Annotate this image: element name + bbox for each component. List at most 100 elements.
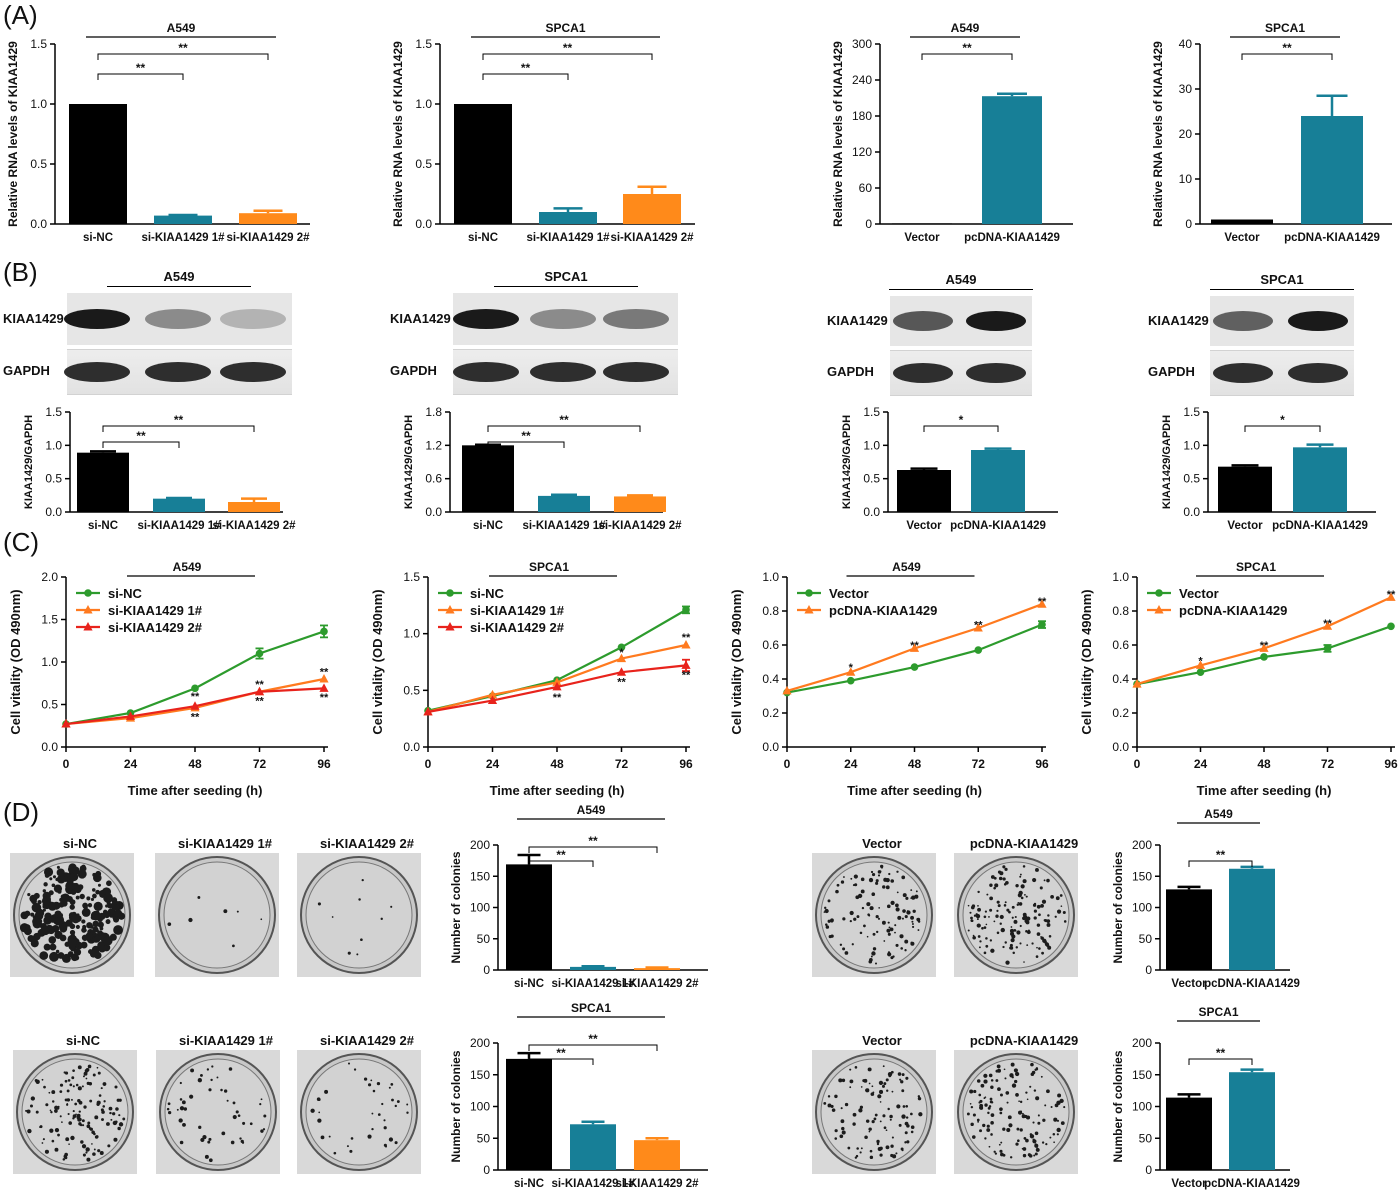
y-tick-label: 180 (852, 109, 872, 123)
data-point (1386, 592, 1396, 601)
colony (97, 1071, 101, 1075)
blot-gapdh-strip (890, 350, 1032, 396)
data-point (974, 646, 983, 654)
colony (353, 1068, 357, 1071)
colony (49, 877, 53, 881)
colony (67, 1079, 71, 1082)
significance-label: ** (553, 692, 562, 704)
colony (1063, 920, 1067, 923)
significance-bracket (528, 1044, 658, 1051)
colony (969, 911, 972, 914)
colony (904, 949, 907, 952)
data-point (125, 711, 136, 720)
y-axis-label: Cell vitality (OD 490nm) (729, 589, 744, 734)
colony (1000, 1152, 1004, 1157)
x-tick-label: Vector (1171, 1178, 1207, 1190)
x-tick-label: 72 (253, 757, 267, 771)
colony (31, 937, 38, 944)
colony (838, 1078, 843, 1083)
colony (1022, 1147, 1027, 1151)
colony (87, 903, 93, 908)
y-tick-label: 100 (470, 1100, 490, 1114)
colony (367, 1134, 372, 1139)
colony (844, 951, 849, 955)
colony (49, 1109, 52, 1112)
plate-well (962, 1058, 1070, 1166)
colony (869, 1155, 874, 1160)
colony (860, 1086, 863, 1088)
colony (49, 1128, 54, 1133)
colony (897, 1072, 902, 1076)
bar (634, 968, 680, 970)
colony (835, 889, 839, 894)
bar (623, 194, 681, 224)
y-tick-label: 0.0 (41, 740, 58, 754)
colony (1019, 1100, 1023, 1104)
y-tick-label: 0 (1185, 217, 1192, 231)
colony (92, 1073, 96, 1077)
colony (210, 1078, 213, 1082)
colony (1013, 1068, 1018, 1073)
colony (886, 904, 891, 909)
colony (383, 1119, 386, 1122)
colony (179, 1106, 185, 1111)
colony (236, 910, 239, 913)
colony (879, 1101, 882, 1103)
colony (52, 875, 57, 879)
colony (61, 1121, 63, 1123)
y-tick-label: 200 (470, 838, 490, 852)
colony (1004, 867, 1008, 871)
colony (1054, 915, 1057, 918)
colony (83, 1073, 86, 1076)
plate-label: si-KIAA1429 2# (320, 836, 414, 851)
significance-bracket (1188, 860, 1253, 867)
colony (979, 1129, 983, 1133)
y-tick-label: 100 (470, 901, 490, 915)
colony (888, 872, 891, 876)
colony (72, 1085, 75, 1088)
colony (890, 956, 894, 960)
colony (834, 1094, 838, 1099)
colony (87, 1064, 92, 1069)
colony (1035, 1096, 1040, 1101)
colony (1016, 1127, 1020, 1131)
x-axis-label: Time after seeding (h) (1197, 783, 1332, 798)
colony (1016, 930, 1021, 935)
blot-band (1288, 311, 1348, 331)
chart-title: A549 (577, 803, 606, 817)
colony (983, 915, 987, 919)
colony (987, 1111, 990, 1115)
colony (1000, 1141, 1003, 1144)
x-axis-label: Time after seeding (h) (128, 783, 263, 798)
colony (99, 926, 104, 931)
y-axis-label: KIAA1429/GAPDH (23, 415, 35, 509)
colony (1042, 1118, 1046, 1122)
colony (871, 951, 876, 956)
colony (863, 1078, 868, 1083)
y-tick-label: 1.0 (762, 570, 779, 584)
y-tick-label: 0.0 (762, 740, 779, 754)
colony (109, 1111, 112, 1115)
colony (103, 911, 111, 919)
colony (917, 1096, 922, 1101)
y-tick-label: 1.0 (30, 97, 47, 111)
y-tick-label: 1.2 (425, 438, 442, 452)
colony (1025, 1115, 1031, 1120)
x-tick-label: si-KIAA1429 2# (226, 232, 310, 244)
colony (860, 1147, 863, 1150)
colony (864, 1135, 868, 1140)
colony (977, 908, 980, 911)
x-tick-label: si-NC (514, 1178, 544, 1190)
colony (1030, 1062, 1034, 1067)
colony (57, 1105, 60, 1108)
colony (889, 1114, 893, 1119)
y-tick-label: 0.8 (1112, 604, 1129, 618)
colony (879, 1120, 882, 1123)
colony (78, 1122, 82, 1126)
colony (1032, 1139, 1037, 1144)
colony (68, 1121, 72, 1125)
significance-label: ** (191, 711, 200, 723)
colony (97, 921, 104, 928)
y-tick-label: 1.5 (415, 37, 432, 51)
colony (1020, 896, 1024, 900)
